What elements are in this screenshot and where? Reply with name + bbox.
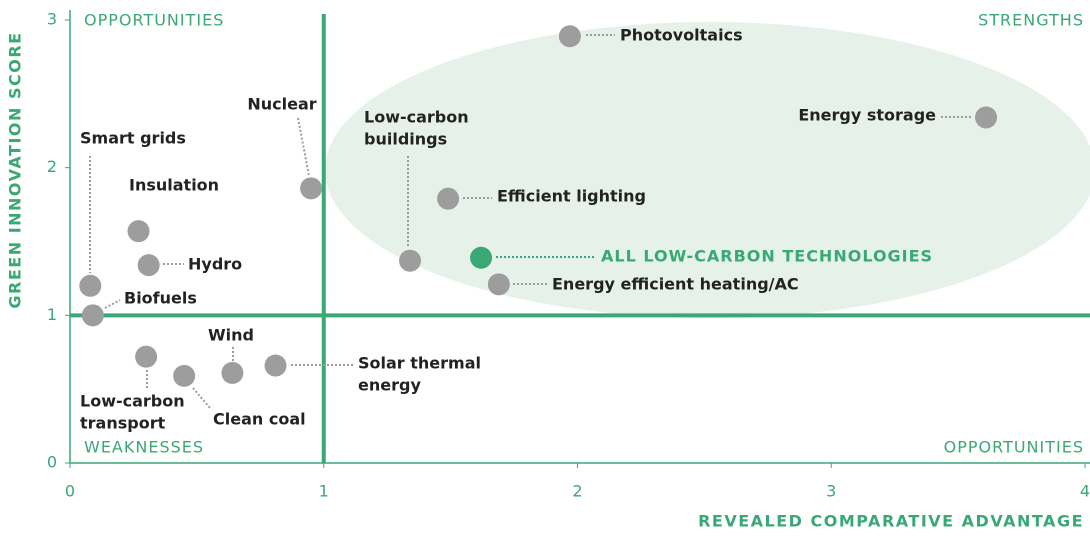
- y-tick-label: 0: [47, 453, 57, 472]
- point: [975, 106, 998, 129]
- x-tick-label: 0: [65, 482, 75, 501]
- point: [127, 220, 150, 243]
- point-label: energy: [358, 376, 421, 395]
- point: [470, 246, 493, 269]
- point-label: Nuclear: [247, 95, 316, 114]
- y-tick-label: 1: [47, 305, 57, 324]
- point-label: Clean coal: [213, 410, 306, 429]
- point-label: ALL LOW-CARBON TECHNOLOGIES: [601, 247, 933, 266]
- point-label: Biofuels: [124, 289, 197, 308]
- point-label: Insulation: [129, 176, 219, 195]
- point-label: Smart grids: [80, 129, 186, 148]
- leader-line: [192, 387, 211, 409]
- point: [79, 274, 102, 297]
- x-tick-label: 3: [826, 482, 836, 501]
- point: [81, 304, 104, 327]
- x-tick-label: 2: [572, 482, 582, 501]
- point: [135, 345, 158, 368]
- point-label: Efficient lighting: [497, 187, 646, 206]
- strength-area: [325, 22, 1090, 318]
- y-axis-title: GREEN INNOVATION SCORE: [6, 31, 25, 308]
- point-label: Energy storage: [798, 106, 936, 125]
- point: [221, 361, 244, 384]
- point: [137, 254, 160, 277]
- point: [558, 25, 581, 48]
- point-label: buildings: [364, 130, 447, 149]
- quadrant-label: OPPORTUNITIES: [84, 11, 224, 30]
- point-label: Hydro: [188, 255, 242, 274]
- point: [399, 249, 422, 272]
- point-label: Low-carbon: [364, 108, 469, 127]
- point: [173, 364, 196, 387]
- x-axis-title: REVEALED COMPARATIVE ADVANTAGE: [698, 512, 1084, 531]
- point-label: Energy efficient heating/AC: [552, 275, 799, 294]
- x-tick-label: 1: [319, 482, 329, 501]
- point-label: Photovoltaics: [620, 26, 743, 45]
- point: [437, 187, 460, 210]
- point: [264, 354, 287, 377]
- point: [487, 273, 510, 296]
- y-tick-label: 3: [47, 10, 57, 29]
- point-label: Solar thermal: [358, 354, 481, 373]
- leader-line: [104, 299, 121, 309]
- leader-line: [297, 117, 310, 177]
- point: [300, 177, 323, 200]
- x-tick-label: 4: [1080, 482, 1090, 501]
- quadrant-label: STRENGTHS: [978, 11, 1084, 30]
- y-tick-label: 2: [47, 157, 57, 176]
- point-label: transport: [80, 414, 166, 433]
- point-label: Wind: [208, 326, 254, 345]
- quadrant-label: OPPORTUNITIES: [944, 438, 1084, 457]
- point-label: Low-carbon: [80, 392, 185, 411]
- quadrant-label: WEAKNESSES: [84, 438, 204, 457]
